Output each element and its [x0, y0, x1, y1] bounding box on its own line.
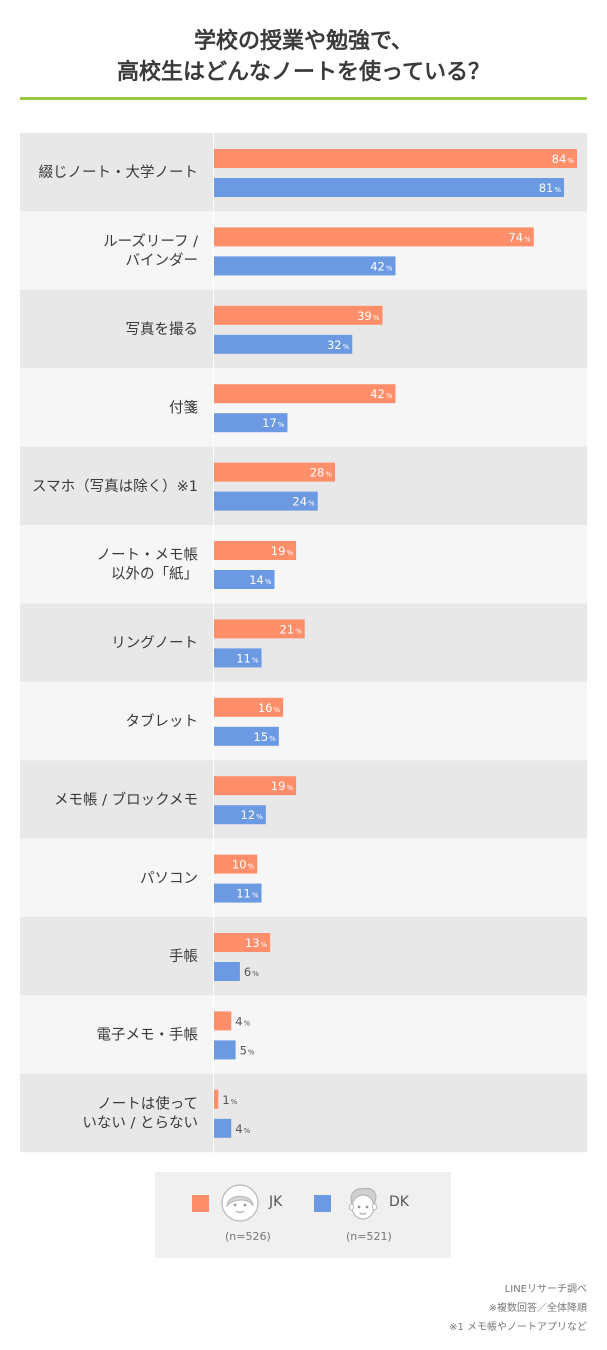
- footnote-multiple-answers: ※複数回答／全体降順: [488, 1303, 587, 1314]
- row-background: [20, 1073, 587, 1153]
- title-divider: [20, 97, 587, 100]
- bar-dk: [214, 648, 262, 668]
- value-label-jk: 39%: [357, 309, 380, 323]
- value-label-jk: 1%: [222, 1093, 237, 1107]
- value-label-jk: 42%: [370, 387, 393, 401]
- bar-jk: [214, 305, 383, 325]
- legend-label-jk: JK: [269, 1194, 283, 1210]
- legend-label-dk: DK: [389, 1194, 409, 1210]
- value-label-jk: 19%: [271, 544, 294, 558]
- bar-jk: [214, 384, 396, 404]
- bar-jk: [214, 776, 297, 796]
- value-label-dk: 32%: [327, 338, 350, 352]
- value-label-dk: 6%: [244, 965, 259, 979]
- row-background: [20, 603, 587, 682]
- bar-jk: [214, 933, 271, 952]
- bar-chart: 綴じノート・大学ノート 84% 81% ルーズリーフ /バインダー 74% 42% 写真を撮…: [20, 133, 587, 1153]
- footnotes: LINEリサーチ調べ ※複数回答／全体降順 ※1 メモ帳やノートアプリなど: [449, 1280, 587, 1337]
- bar-jk: [214, 149, 577, 168]
- row-background: [20, 525, 587, 604]
- category-label: メモ帳 / ブロックメモ: [54, 790, 198, 808]
- row-background: [20, 289, 587, 369]
- bar-dk: [214, 256, 396, 276]
- bar-jk: [214, 619, 305, 639]
- legend-swatch-jk: [192, 1195, 209, 1212]
- boy-face-icon: [348, 1187, 378, 1220]
- category-label: ノートは使っていない / とらない: [82, 1096, 198, 1132]
- category-label: 手帳: [169, 948, 198, 965]
- footnote-1: ※1 メモ帳やノートアプリなど: [449, 1322, 587, 1333]
- category-label: タブレット: [126, 712, 199, 730]
- value-label-jk: 74%: [508, 230, 531, 244]
- row-background: [20, 133, 587, 212]
- value-label-jk: 84%: [552, 152, 575, 166]
- value-label-dk: 81%: [539, 181, 562, 195]
- value-label-dk: 12%: [241, 808, 264, 822]
- row-background: [20, 917, 587, 996]
- value-label-jk: 16%: [258, 701, 281, 715]
- category-label: ノート・メモ帳以外の「紙」: [97, 547, 199, 583]
- bar-dk: [214, 491, 318, 511]
- category-label: リングノート: [111, 635, 198, 652]
- bar-jk: [214, 462, 335, 482]
- chart-title-line-1: 学校の授業や勉強で、: [193, 29, 414, 54]
- value-label-dk: 11%: [236, 651, 259, 665]
- bar-jk: [214, 1011, 232, 1031]
- category-label: スマホ（写真は除く）※1: [32, 477, 198, 495]
- category-label: ルーズリーフ /バインダー: [103, 233, 198, 269]
- bar-jk: [214, 227, 534, 247]
- value-label-jk: 10%: [232, 858, 255, 872]
- value-label-dk: 42%: [370, 259, 393, 273]
- bar-dk: [214, 962, 240, 981]
- bar-dk: [214, 413, 288, 433]
- value-label-jk: 21%: [279, 622, 302, 636]
- bar-jk: [214, 1089, 219, 1109]
- row-background: [20, 995, 587, 1074]
- row-background: [20, 446, 587, 525]
- bar-dk: [214, 1118, 232, 1138]
- value-label-dk: 4%: [235, 1122, 250, 1136]
- legend-n-jk: (n=526): [225, 1230, 271, 1243]
- category-label: 付箋: [169, 399, 198, 416]
- legend-swatch-dk: [314, 1195, 331, 1212]
- chart-title-line-2: 高校生はどんなノートを使っている？: [117, 60, 490, 85]
- row-background: [20, 838, 587, 917]
- bar-dk: [214, 726, 279, 746]
- bar-dk: [214, 570, 275, 589]
- row-background: [20, 681, 587, 761]
- bar-jk: [214, 854, 258, 874]
- category-label: 綴じノート・大学ノート: [39, 164, 199, 181]
- bar-dk: [214, 178, 565, 197]
- value-label-dk: 17%: [262, 416, 285, 430]
- value-label-dk: 14%: [249, 573, 272, 587]
- value-label-jk: 19%: [271, 779, 294, 793]
- value-label-dk: 15%: [254, 730, 277, 744]
- bar-dk: [214, 805, 266, 825]
- bar-jk: [214, 541, 297, 560]
- row-background: [20, 368, 587, 447]
- chart-title: 学校の授業や勉強で、 高校生はどんなノートを使っている？: [0, 26, 607, 88]
- category-label: 写真を撮る: [126, 320, 199, 338]
- value-label-jk: 4%: [235, 1014, 250, 1028]
- category-label: パソコン: [140, 870, 198, 887]
- legend: JK (n=526) DK (n=521): [155, 1172, 451, 1258]
- bar-jk: [214, 697, 284, 717]
- legend-n-dk: (n=521): [346, 1230, 392, 1243]
- row-background: [20, 211, 587, 290]
- bar-dk: [214, 1040, 236, 1060]
- value-label-dk: 5%: [240, 1043, 255, 1057]
- value-label-jk: 28%: [310, 466, 333, 480]
- footnote-source: LINEリサーチ調べ: [504, 1284, 587, 1295]
- girl-face-icon: [221, 1184, 259, 1222]
- bar-dk: [214, 883, 262, 903]
- value-label-dk: 24%: [292, 495, 315, 509]
- value-label-dk: 11%: [236, 887, 259, 901]
- bar-dk: [214, 334, 353, 354]
- category-label: 電子メモ・手帳: [97, 1027, 199, 1044]
- row-background: [20, 760, 587, 839]
- value-label-jk: 13%: [245, 936, 268, 950]
